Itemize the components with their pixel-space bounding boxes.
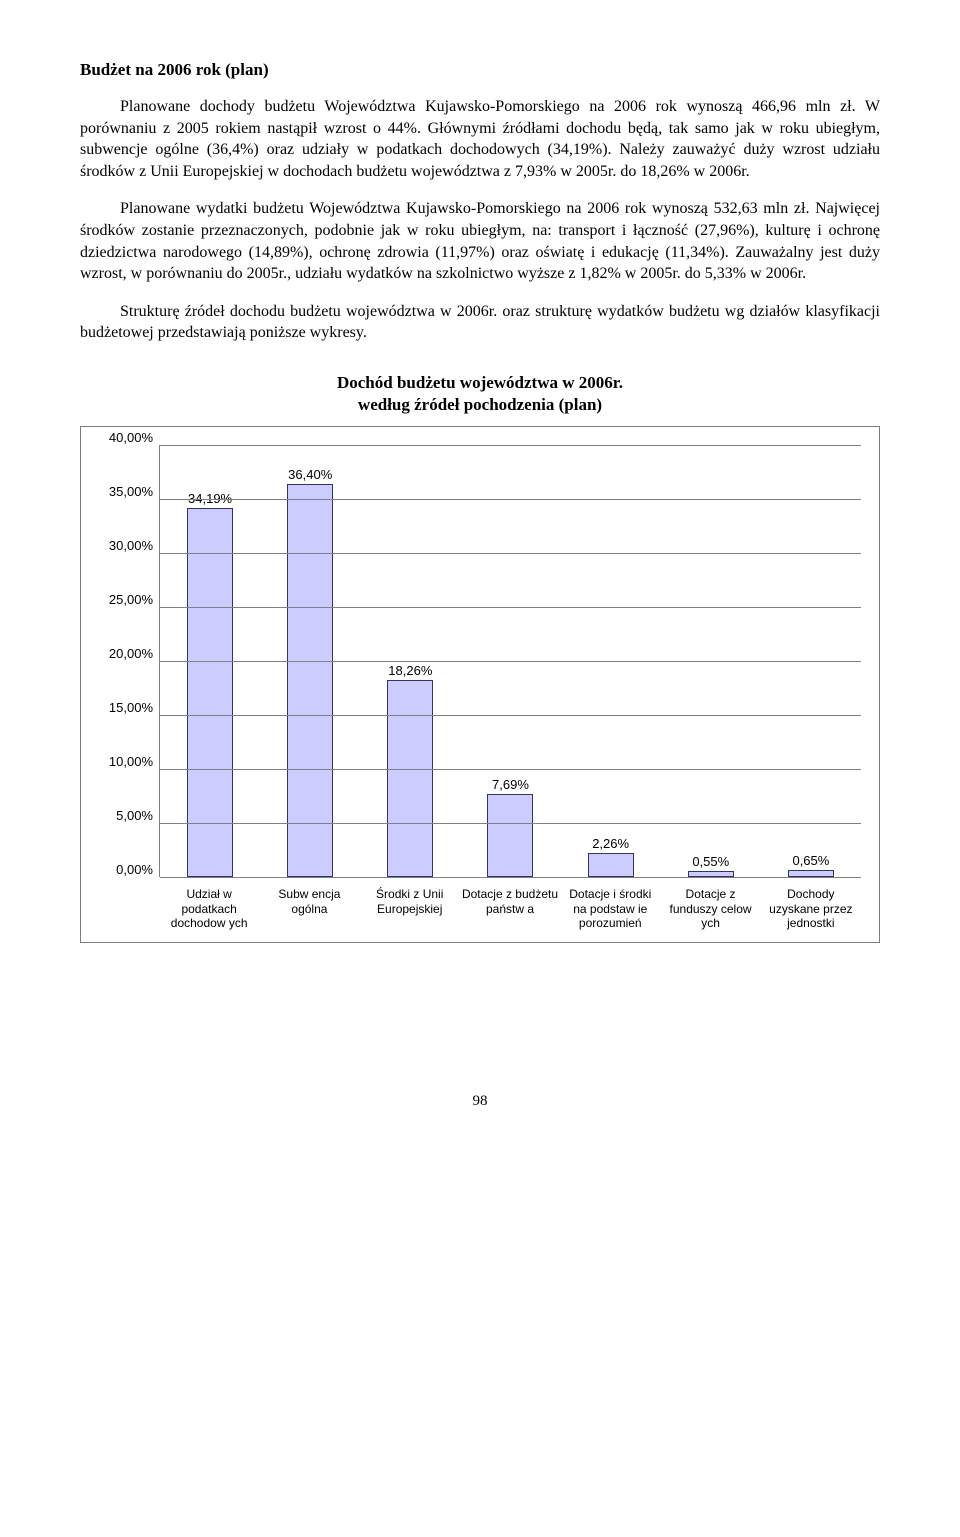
x-axis-label: Dotacje z funduszy celow ych — [660, 887, 760, 930]
chart-title-line1: Dochód budżetu województwa w 2006r. — [337, 373, 623, 392]
gridline — [160, 661, 861, 662]
paragraph-3: Strukturę źródeł dochodu budżetu wojewód… — [80, 301, 880, 344]
bar-value-label: 2,26% — [592, 836, 629, 851]
chart-bar: 7,69% — [487, 794, 533, 877]
page-title: Budżet na 2006 rok (plan) — [80, 60, 880, 80]
bar-value-label: 36,40% — [288, 467, 332, 482]
chart-container: 40,00%35,00%30,00%25,00%20,00%15,00%10,0… — [80, 426, 880, 943]
chart-bar: 2,26% — [588, 853, 634, 877]
chart-y-axis: 40,00%35,00%30,00%25,00%20,00%15,00%10,0… — [99, 445, 159, 877]
gridline — [160, 499, 861, 500]
gridline — [160, 553, 861, 554]
chart-plot: 34,19% 36,40% 18,26% 7,69% 2,26% 0,55% 0,65% — [159, 445, 861, 877]
chart-bar: 0,65% — [788, 870, 834, 877]
chart-plot-area: 40,00%35,00%30,00%25,00%20,00%15,00%10,0… — [99, 445, 861, 877]
x-axis-label: Subw encja ogólna — [259, 887, 359, 930]
bar-value-label: 0,55% — [692, 854, 729, 869]
gridline — [160, 445, 861, 446]
gridline — [160, 715, 861, 716]
paragraph-1: Planowane dochody budżetu Województwa Ku… — [80, 96, 880, 182]
gridline — [160, 607, 861, 608]
x-axis-label: Dotacje i środki na podstaw ie porozumie… — [560, 887, 660, 930]
x-axis-label: Udział w podatkach dochodow ych — [159, 887, 259, 930]
page-number: 98 — [80, 1093, 880, 1110]
gridline — [160, 877, 861, 878]
chart-bar: 36,40% — [287, 484, 333, 877]
bar-value-label: 7,69% — [492, 777, 529, 792]
bar-value-label: 0,65% — [792, 853, 829, 868]
chart-title: Dochód budżetu województwa w 2006r. wedł… — [80, 372, 880, 416]
x-axis-label: Środki z Unii Europejskiej — [360, 887, 460, 930]
chart-x-labels: Udział w podatkach dochodow ychSubw encj… — [159, 887, 861, 930]
bar-value-label: 18,26% — [388, 663, 432, 678]
chart-bar: 34,19% — [187, 508, 233, 877]
chart-title-line2: według źródeł pochodzenia (plan) — [358, 395, 602, 414]
gridline — [160, 823, 861, 824]
gridline — [160, 769, 861, 770]
paragraph-2: Planowane wydatki budżetu Województwa Ku… — [80, 198, 880, 284]
chart-bar: 18,26% — [387, 680, 433, 877]
x-axis-label: Dotacje z budżetu państw a — [460, 887, 560, 930]
x-axis-label: Dochody uzyskane przez jednostki — [761, 887, 861, 930]
